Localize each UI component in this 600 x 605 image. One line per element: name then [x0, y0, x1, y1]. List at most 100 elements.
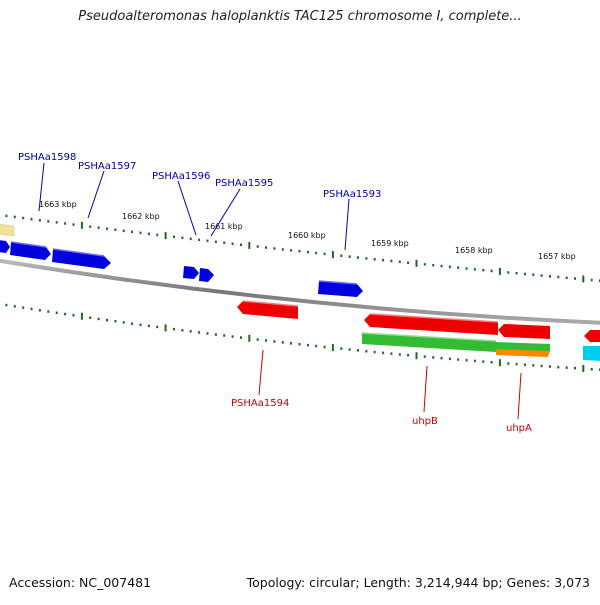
gene-uhpb-cds[interactable]	[362, 333, 496, 352]
map-title: Pseudoalteromonas haloplanktis TAC125 ch…	[78, 9, 522, 24]
callout-lines	[38, 162, 522, 420]
gene-blue-edge[interactable]	[0, 240, 10, 253]
outer-minor-tick	[448, 265, 451, 269]
inner-minor-tick	[55, 311, 58, 314]
outer-minor-tick	[281, 248, 284, 251]
inner-minor-tick	[549, 365, 551, 368]
gene-yellow-partial[interactable]	[0, 223, 15, 237]
kbp-scale: 1663 kbp 1662 kbp 1661 kbp 1660 kbp 1659…	[39, 200, 576, 261]
inner-minor-tick	[114, 320, 117, 323]
label-pshaa1595[interactable]: PSHAa1595	[215, 178, 273, 189]
outer-minor-tick	[465, 267, 468, 270]
label-pshaa1598[interactable]: PSHAa1598	[18, 152, 76, 163]
gene-red-3[interactable]	[498, 324, 550, 339]
inner-minor-tick	[565, 366, 568, 369]
outer-minor-tick	[72, 223, 75, 226]
inner-minor-tick	[189, 330, 192, 333]
gene-pshaa1596[interactable]	[183, 266, 199, 279]
inner-minor-tick	[423, 355, 426, 358]
outer-minor-tick	[432, 264, 435, 267]
inner-minor-tick	[47, 310, 50, 313]
outer-minor-tick	[365, 257, 368, 260]
gene-uhpb[interactable]	[364, 314, 498, 335]
gene-cyan-edge[interactable]	[583, 346, 600, 361]
inner-minor-tick	[64, 312, 67, 316]
outer-minor-tick	[89, 225, 92, 228]
gene-pshaa1597[interactable]	[52, 249, 111, 269]
label-uhpa[interactable]: uhpA	[506, 423, 532, 434]
outer-minor-tick	[565, 276, 568, 280]
inner-minor-tick	[181, 329, 184, 332]
inner-minor-tick	[507, 362, 510, 365]
kbp-label-1657: 1657 kbp	[538, 252, 576, 261]
inner-major-tick	[582, 365, 585, 372]
inner-minor-tick	[173, 327, 175, 331]
outer-minor-tick	[482, 268, 485, 272]
outer-minor-tick	[348, 255, 351, 258]
outer-minor-tick	[206, 239, 209, 243]
label-pshaa1594[interactable]: PSHAa1594	[231, 398, 289, 409]
gene-red-edge[interactable]	[584, 330, 600, 342]
label-uhpb[interactable]: uhpB	[412, 416, 438, 427]
inner-minor-tick	[306, 343, 309, 347]
outer-minor-tick	[273, 247, 276, 250]
label-pshaa1597[interactable]: PSHAa1597	[78, 161, 136, 172]
outer-minor-tick	[181, 236, 184, 240]
inner-minor-tick	[223, 334, 226, 337]
inner-minor-tick	[298, 343, 301, 346]
outer-minor-tick	[524, 272, 526, 276]
inner-minor-tick	[473, 359, 476, 363]
outer-minor-tick	[407, 261, 410, 264]
inner-minor-tick	[131, 322, 134, 325]
outer-minor-tick	[22, 216, 25, 220]
outer-major-tick	[331, 251, 334, 259]
outer-minor-tick	[382, 258, 385, 262]
inner-minor-tick	[214, 333, 217, 336]
inner-minor-tick	[281, 341, 284, 344]
outer-minor-tick	[540, 274, 543, 277]
inner-minor-tick	[348, 348, 351, 351]
gene-uhpa[interactable]	[496, 349, 550, 357]
inner-major-tick	[164, 324, 167, 332]
outer-minor-tick	[147, 232, 150, 236]
callout-pshaa1594	[258, 349, 264, 396]
inner-minor-tick	[574, 366, 576, 370]
inner-minor-tick	[457, 358, 460, 361]
outer-minor-tick	[473, 268, 476, 271]
inner-minor-tick	[448, 357, 451, 361]
label-pshaa1596[interactable]: PSHAa1596	[152, 171, 210, 182]
inner-major-tick	[498, 359, 501, 367]
outer-minor-tick	[357, 256, 359, 259]
inner-tick-track	[5, 303, 600, 372]
outer-minor-tick	[198, 238, 201, 242]
kbp-label-1658: 1658 kbp	[455, 246, 493, 255]
outer-minor-tick	[390, 259, 393, 263]
outer-minor-tick	[590, 278, 593, 282]
outer-major-tick	[415, 259, 418, 267]
gene-pshaa1594[interactable]	[237, 301, 298, 319]
inner-minor-tick	[315, 344, 318, 348]
outer-minor-tick	[131, 230, 134, 234]
inner-minor-tick	[357, 349, 359, 352]
inner-minor-tick	[198, 331, 201, 334]
inner-minor-tick	[156, 325, 159, 329]
outer-minor-tick	[290, 249, 293, 252]
outer-minor-tick	[139, 231, 142, 235]
topology-summary: Topology: circular; Length: 3,214,944 bp…	[246, 575, 590, 590]
outer-major-tick	[164, 232, 167, 240]
label-pshaa1593[interactable]: PSHAa1593	[323, 189, 381, 200]
outer-minor-tick	[574, 277, 576, 280]
gene-pshaa1593[interactable]	[318, 281, 363, 297]
inner-minor-tick	[38, 309, 41, 312]
inner-minor-tick	[97, 317, 100, 321]
inner-minor-tick	[72, 314, 75, 317]
inner-minor-tick	[231, 335, 234, 338]
outer-minor-tick	[315, 251, 318, 255]
outer-minor-tick	[549, 275, 551, 278]
callout-uhpa	[517, 372, 522, 420]
gene-pshaa1595[interactable]	[199, 268, 214, 282]
outer-minor-tick	[55, 221, 58, 224]
outer-minor-tick	[214, 240, 217, 244]
outer-minor-tick	[557, 275, 560, 279]
outer-minor-tick	[156, 233, 159, 237]
